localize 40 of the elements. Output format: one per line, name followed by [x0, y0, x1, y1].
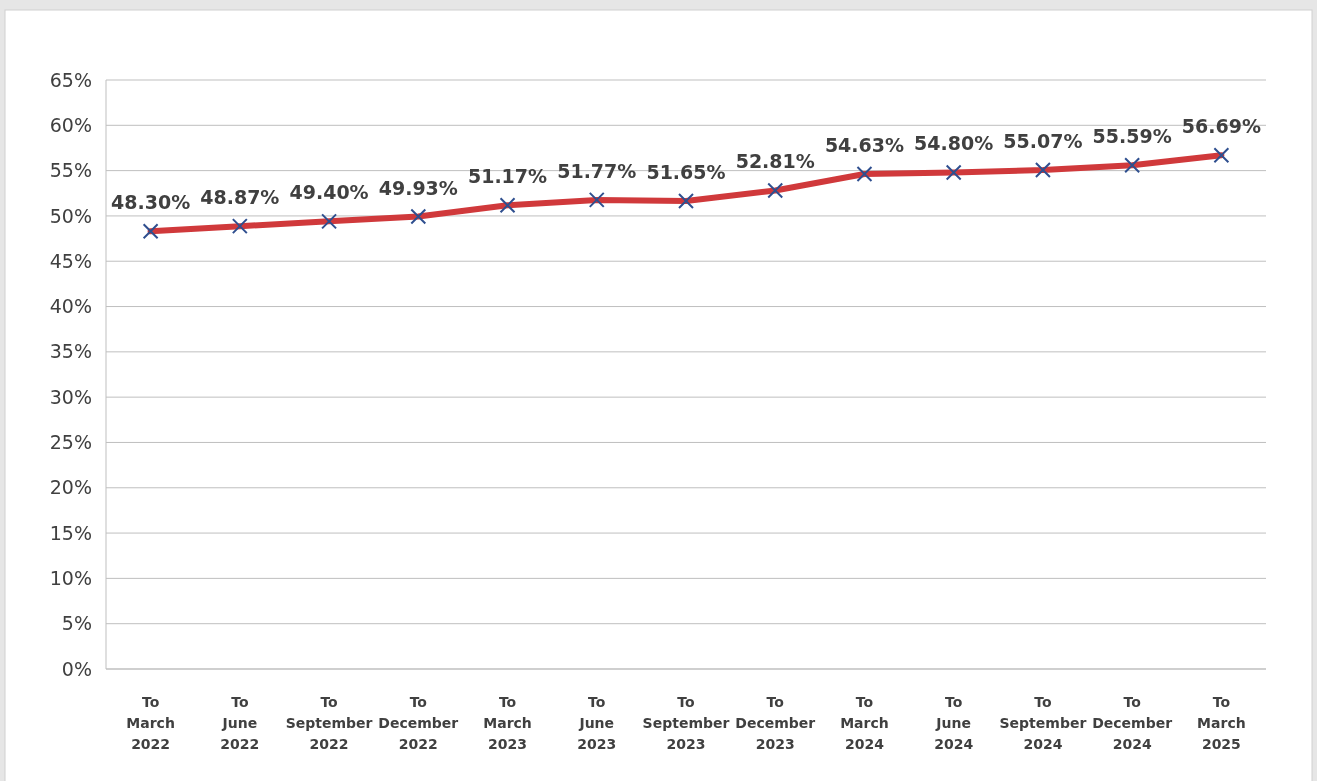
x-tick-label: To September 2022	[285, 694, 373, 752]
x-tick-label: To June 2022	[220, 694, 260, 752]
y-tick-label: 25%	[49, 431, 92, 454]
data-label: 51.65%	[646, 160, 726, 183]
x-tick-label: To March 2025	[1197, 694, 1246, 752]
data-label: 49.93%	[378, 176, 458, 199]
data-label: 56.69%	[1181, 115, 1261, 138]
data-label: 51.77%	[557, 159, 637, 182]
y-tick-label: 15%	[49, 521, 92, 544]
data-label: 54.80%	[914, 132, 994, 155]
x-tick-label: To June 2024	[934, 694, 974, 752]
data-label: 54.63%	[824, 133, 905, 156]
y-tick-label: 35%	[49, 340, 92, 363]
y-tick-label: 30%	[49, 385, 92, 408]
y-tick-label: 65%	[49, 68, 92, 91]
y-tick-label: 45%	[49, 249, 92, 272]
y-tick-label: 5%	[61, 612, 92, 635]
data-label: 48.30%	[111, 191, 191, 214]
y-tick-label: 55%	[49, 159, 92, 182]
y-tick-label: 0%	[61, 657, 92, 680]
x-tick-label: To June 2023	[577, 694, 617, 752]
x-tick-label: To December 2024	[1092, 694, 1173, 752]
data-label: 48.87%	[200, 186, 280, 209]
y-tick-label: 40%	[49, 295, 92, 318]
data-label: 52.81%	[735, 150, 815, 173]
data-label: 51.17%	[467, 165, 548, 188]
data-label: 49.40%	[289, 181, 369, 204]
y-tick-label: 10%	[49, 567, 92, 590]
x-tick-label: To December 2022	[378, 694, 459, 752]
x-tick-label: To September 2024	[999, 694, 1087, 752]
y-tick-label: 50%	[49, 204, 92, 227]
x-tick-label: To September 2023	[642, 694, 730, 752]
x-tick-label: To December 2023	[735, 694, 816, 752]
x-tick-label: To March 2022	[126, 694, 175, 752]
data-label: 55.07%	[1003, 129, 1083, 152]
x-tick-label: To March 2024	[840, 694, 889, 752]
x-tick-label: To March 2023	[483, 694, 532, 752]
data-label: 55.59%	[1092, 125, 1172, 148]
y-tick-label: 20%	[49, 476, 92, 499]
y-tick-label: 60%	[49, 113, 92, 136]
